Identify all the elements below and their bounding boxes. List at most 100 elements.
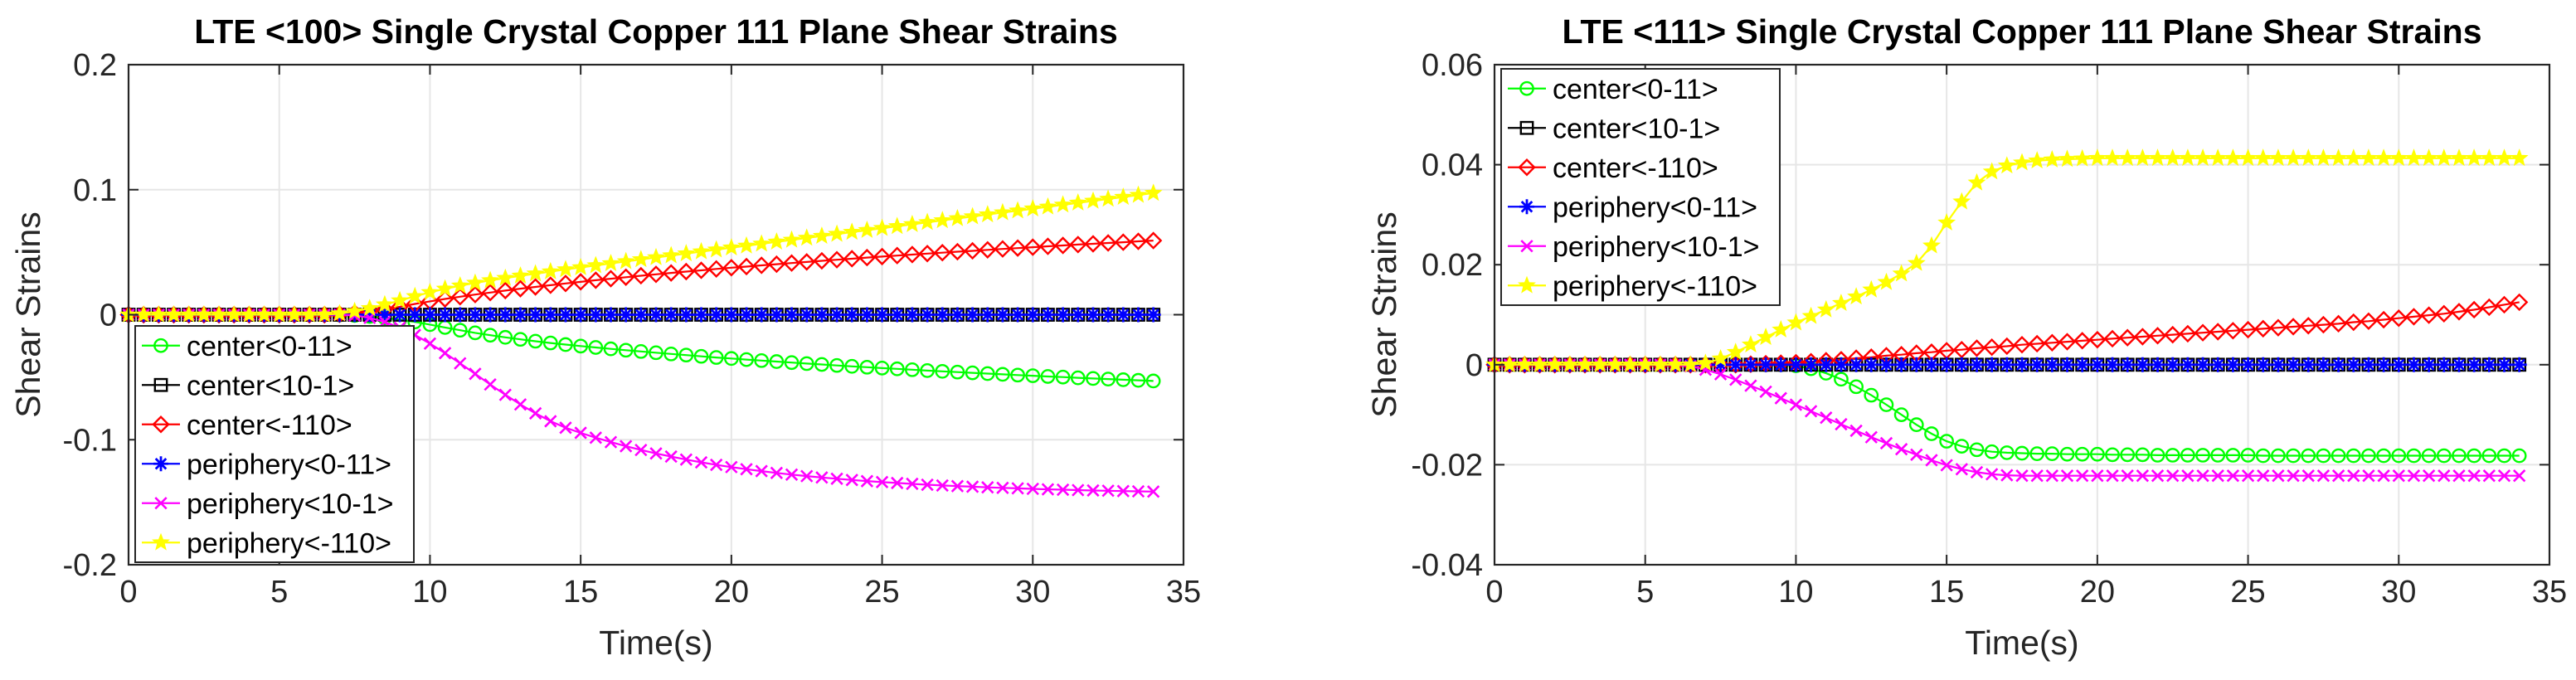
data-point (752, 234, 771, 252)
data-point (858, 248, 877, 267)
legend-marker (1518, 275, 1536, 294)
data-point (420, 283, 440, 300)
data-point (2000, 469, 2014, 482)
data-point (859, 307, 875, 323)
data-point (2268, 148, 2287, 167)
data-point (1967, 172, 1986, 191)
data-point (769, 307, 785, 323)
data-point (2301, 357, 2316, 372)
data-point (557, 307, 573, 323)
data-point (1969, 442, 1985, 458)
data-point (1576, 355, 1594, 373)
data-point (1879, 397, 1894, 412)
data-point (755, 464, 768, 478)
data-point (2253, 148, 2272, 167)
data-point (1145, 307, 1161, 323)
data-point (315, 305, 334, 323)
legend-item: center<10-1> (142, 370, 354, 401)
legend-item: periphery<10-1> (142, 488, 394, 520)
data-point (2133, 148, 2152, 167)
data-point (513, 332, 528, 347)
chart-1: 0 5 10 15 20 25 30 35 -0.2 -0.1 0 0.1 0.2 LTE <100> S… (9, 12, 1201, 662)
data-point (965, 307, 980, 323)
data-point (2389, 148, 2408, 167)
data-point (631, 250, 650, 268)
data-point (1621, 355, 1640, 373)
data-point (2465, 300, 2483, 319)
legend-item: center<0-11> (1508, 74, 1718, 105)
data-point (860, 474, 874, 488)
data-point (2316, 357, 2331, 372)
data-point (1940, 459, 1953, 472)
data-point (2316, 448, 2331, 464)
legend-item: center<-110> (1508, 153, 1718, 184)
data-point (649, 307, 663, 323)
data-point (498, 329, 513, 345)
data-point (663, 307, 679, 323)
data-point (574, 426, 587, 440)
data-point (800, 469, 814, 483)
data-point (604, 435, 618, 449)
data-point (1711, 349, 1730, 367)
data-point (2419, 306, 2438, 324)
data-point (994, 240, 1012, 258)
y-tick-label: -0.2 (63, 548, 117, 583)
data-point (1820, 411, 1833, 425)
data-point (693, 307, 709, 323)
data-point (1908, 417, 1924, 433)
data-point (483, 307, 498, 323)
x-tick-label: 20 (714, 575, 749, 610)
data-point (2102, 148, 2122, 167)
y-tick-label: 0.06 (1422, 48, 1483, 83)
data-point (2015, 445, 2029, 461)
data-point (1786, 313, 1806, 331)
data-point (1833, 357, 1849, 372)
data-point (2029, 357, 2045, 372)
data-point (2060, 469, 2074, 483)
y-tick-label: -0.02 (1411, 448, 1483, 483)
data-point (2374, 148, 2394, 167)
x-tick-label: 10 (412, 575, 447, 610)
data-point (2377, 469, 2390, 483)
chart-title: LTE <100> Single Crystal Copper 111 Plan… (194, 12, 1118, 51)
data-point (2028, 151, 2047, 169)
data-point (2073, 332, 2092, 350)
data-point (2495, 148, 2514, 167)
data-point (2120, 357, 2136, 372)
data-point (360, 299, 379, 317)
data-point (1130, 372, 1146, 388)
data-point (2510, 148, 2529, 167)
data-point (948, 208, 967, 226)
data-point (889, 361, 905, 376)
data-point (2374, 310, 2393, 329)
data-point (2163, 148, 2182, 167)
legend-item: periphery<-110> (1508, 270, 1757, 302)
data-point (2331, 448, 2346, 464)
data-point (2376, 357, 2392, 372)
data-point (2181, 469, 2194, 483)
data-point (843, 222, 862, 240)
data-point (1864, 430, 1878, 444)
data-point (2496, 357, 2512, 372)
legend-label: center<10-1> (1553, 113, 1720, 144)
data-point (678, 307, 694, 323)
data-point (1072, 483, 1085, 497)
data-point (845, 474, 858, 487)
data-point (1759, 385, 1772, 399)
data-point (2045, 469, 2059, 483)
data-point (798, 253, 816, 271)
data-point (1955, 463, 1968, 476)
data-point (2178, 148, 2197, 167)
data-point (481, 270, 500, 289)
data-point (1999, 445, 2015, 460)
legend-label: center<0-11> (1553, 74, 1718, 105)
data-point (1772, 319, 1791, 338)
data-point (1650, 355, 1670, 373)
data-point (1742, 357, 1758, 372)
data-point (2467, 448, 2481, 464)
data-point (844, 307, 860, 323)
data-point (1116, 484, 1130, 498)
legend: center<0-11> center<10-1> center<-110> peri… (1500, 68, 1781, 306)
data-point (2255, 357, 2271, 372)
data-point (2452, 448, 2467, 464)
